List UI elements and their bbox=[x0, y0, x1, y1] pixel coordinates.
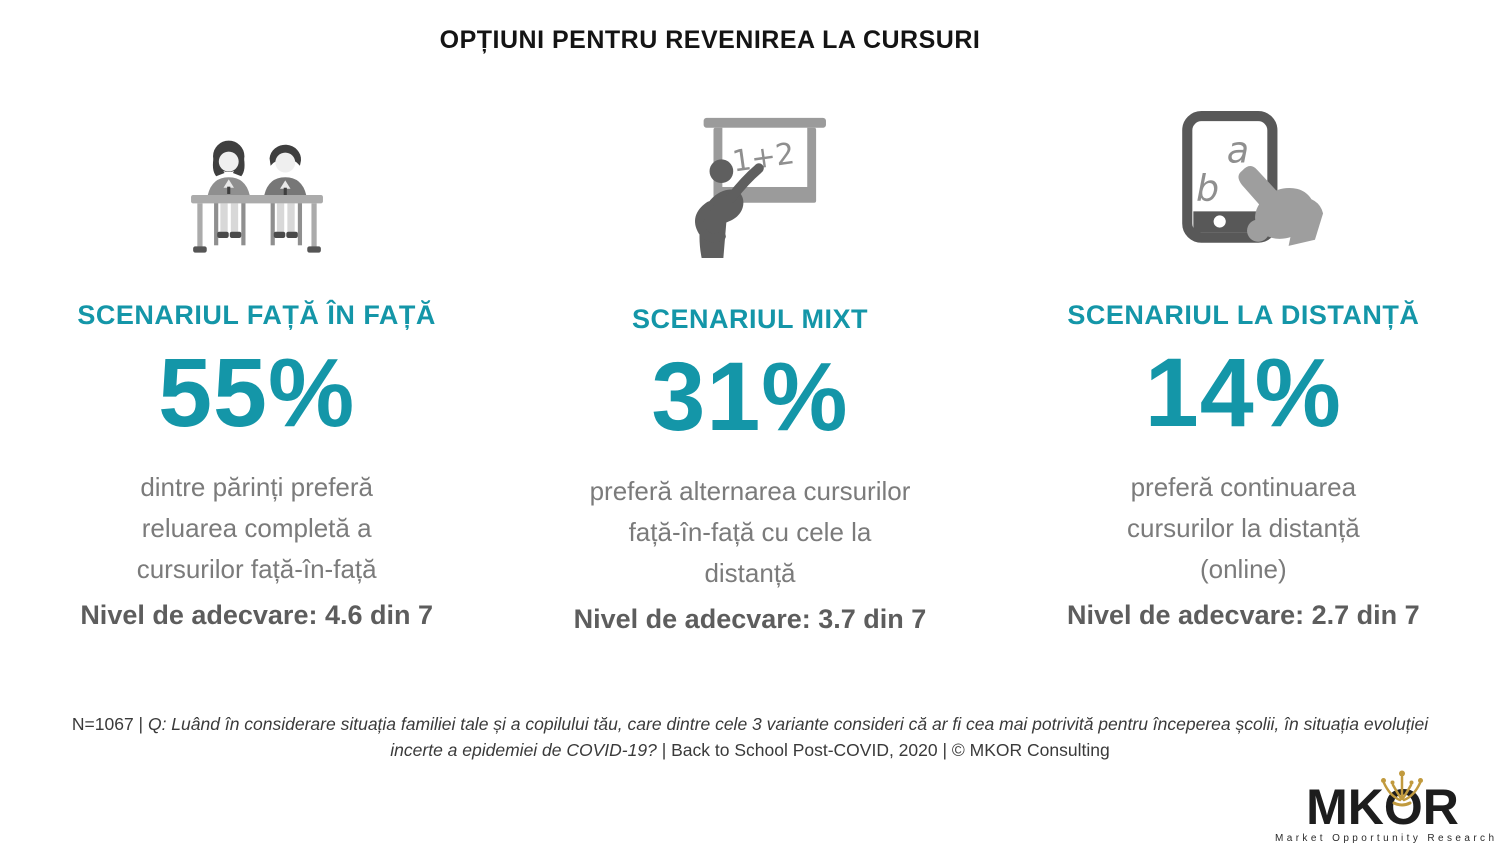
scenario-adequacy: Nivel de adecvare: 3.7 din 7 bbox=[573, 604, 927, 635]
scenario-percent: 14% bbox=[1144, 338, 1342, 447]
mkor-logo: MKOR Market Opportun bbox=[1275, 770, 1498, 844]
scenario-description: preferă continuarea cursurilor la distan… bbox=[1127, 472, 1360, 585]
scenario-adequacy: Nivel de adecvare: 2.7 din 7 bbox=[1066, 600, 1420, 631]
logo-wordmark: MKOR bbox=[1275, 770, 1490, 835]
crown-icon bbox=[1381, 770, 1423, 807]
icon-box: a b bbox=[1153, 108, 1333, 260]
page-title: OPȚIUNI PENTRU REVENIREA LA CURSURI bbox=[439, 26, 981, 54]
icon-box: 1+2 bbox=[666, 108, 834, 260]
screen-letter-a: a bbox=[1227, 129, 1249, 172]
footnote-question: Q: Luând în considerare situația familie… bbox=[147, 714, 1429, 760]
scenario-distance: a b SCENARIUL LA DISTANȚĂ 14% preferă co… bbox=[997, 108, 1490, 635]
tablet-touch-icon: a b bbox=[1182, 111, 1324, 246]
scenario-description: dintre părinți preferă reluarea completă… bbox=[136, 472, 377, 585]
logo-tagline: Market Opportunity Research bbox=[1275, 833, 1498, 844]
teacher-whiteboard-icon: 1+2 bbox=[695, 117, 826, 259]
footnote-source: | Back to School Post-COVID, 2020 | © MK… bbox=[656, 739, 1110, 760]
logo-text: MKOR bbox=[1306, 779, 1459, 835]
footnote: N=1067 | Q: Luând în considerare situați… bbox=[60, 712, 1440, 764]
scenario-percent: 55% bbox=[158, 338, 356, 447]
scenario-percent: 31% bbox=[651, 342, 849, 451]
scenario-label: SCENARIUL LA DISTANȚĂ bbox=[1067, 300, 1420, 330]
pointing-hand bbox=[1238, 165, 1324, 246]
scenario-adequacy: Nivel de adecvare: 4.6 din 7 bbox=[80, 600, 433, 631]
scenario-face-to-face: SCENARIUL FAȚĂ ÎN FAȚĂ 55% dintre părinț… bbox=[10, 108, 503, 635]
scenario-columns: SCENARIUL FAȚĂ ÎN FAȚĂ 55% dintre părinț… bbox=[10, 108, 1490, 635]
footnote-sample: N=1067 | bbox=[71, 714, 148, 734]
scenario-mixt: 1+2 SCENARIUL MIXT 31% preferă alternare… bbox=[503, 108, 996, 635]
screen-letter-b: b bbox=[1196, 167, 1219, 210]
scenario-description: preferă alternarea cursurilor față-în-fa… bbox=[589, 476, 911, 589]
scenario-label: SCENARIUL FAȚĂ ÎN FAȚĂ bbox=[77, 300, 436, 330]
icon-box bbox=[168, 108, 346, 260]
students-at-desk-icon bbox=[190, 140, 323, 253]
scenario-label: SCENARIUL MIXT bbox=[631, 304, 868, 334]
